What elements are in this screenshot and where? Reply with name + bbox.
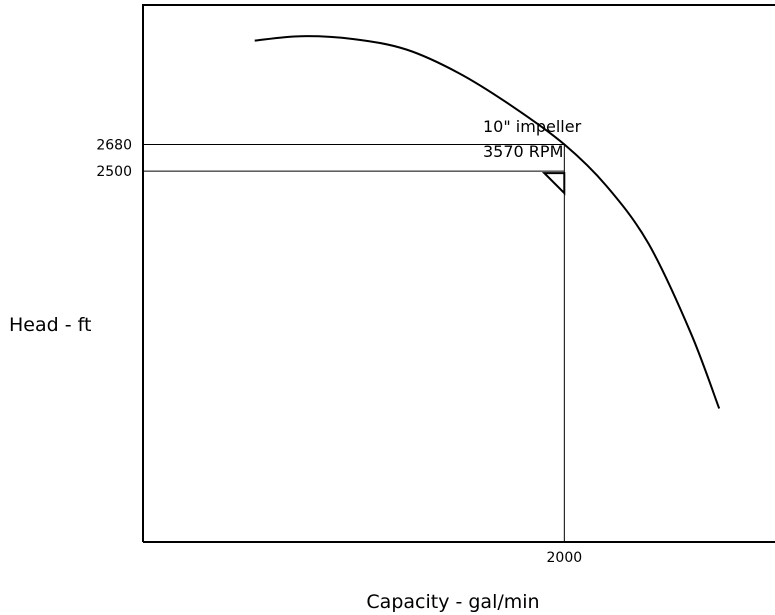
operating-point-marker: [541, 172, 566, 196]
y-axis-label: Head - ft: [9, 314, 91, 336]
plot-frame: [142, 4, 775, 542]
series-line: [254, 35, 721, 409]
reference-lines: [143, 143, 565, 542]
y-tick-label: 2680: [96, 137, 132, 153]
x-tick-label: 2000: [547, 550, 583, 566]
curve-annotation-line-1: 10" impeller: [483, 117, 582, 136]
x-tick-labels: 2000: [547, 550, 583, 566]
x-axis-label: Capacity - gal/min: [366, 591, 539, 613]
y-tick-label: 2500: [96, 164, 132, 180]
y-tick-labels: 2680 2500: [96, 137, 132, 180]
curve-annotation-line-2: 3570 RPM: [483, 142, 563, 161]
